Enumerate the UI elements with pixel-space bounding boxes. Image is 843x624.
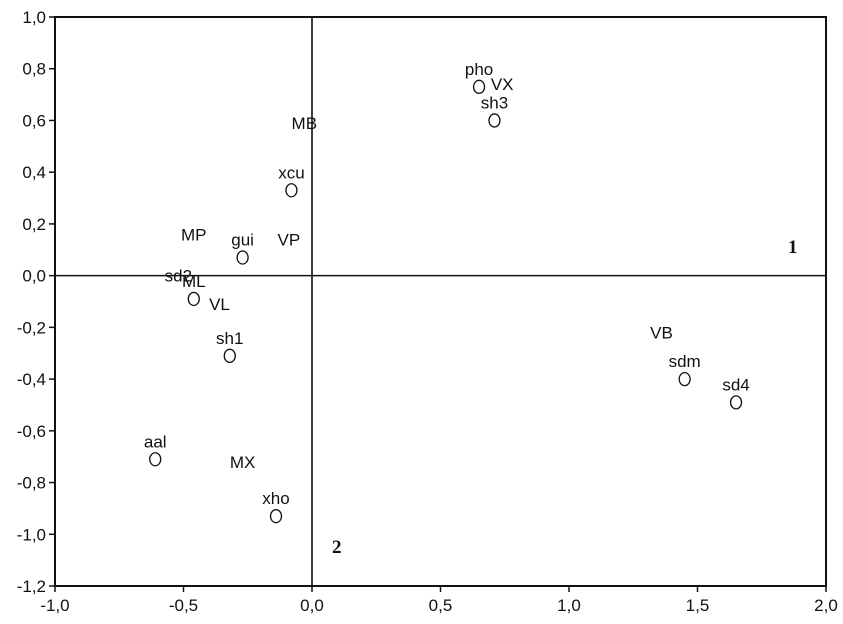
data-point-sdm xyxy=(678,371,691,387)
data-point-sh3 xyxy=(488,113,501,128)
point-label-xho: xho xyxy=(262,489,289,508)
data-point-sd4 xyxy=(729,395,743,410)
x-tick-label: 0,5 xyxy=(429,596,453,615)
plot-frame xyxy=(54,16,827,587)
data-points xyxy=(149,79,743,524)
point-label-sd4: sd4 xyxy=(722,375,749,394)
x-tick-label: 1,5 xyxy=(686,596,710,615)
point-label-sh1: sh1 xyxy=(216,329,243,348)
y-tick-label: -0,6 xyxy=(17,422,46,441)
data-point-xcu xyxy=(285,183,298,198)
point-labels: pho sh3 xcu gui ML sh1 aal xho sdm sd4 VX MB MP VP sd2… xyxy=(144,60,750,508)
y-tick-label: -0,4 xyxy=(17,370,46,389)
point-label-pho: pho xyxy=(465,60,493,79)
x-tick-label: 1,0 xyxy=(557,596,581,615)
y-tick-label: -1,2 xyxy=(17,577,46,596)
text-label-MX: MX xyxy=(230,453,256,472)
y-tick-label: -1,0 xyxy=(17,525,46,544)
text-label-MB: MB xyxy=(292,114,318,133)
x-tick-label: -0,5 xyxy=(169,596,198,615)
text-label-VP: VP xyxy=(278,230,301,249)
axis-number-horizontal: 1 xyxy=(788,237,798,258)
data-point-pho xyxy=(472,79,486,94)
text-label-MP: MP xyxy=(181,225,207,244)
text-label-VX: VX xyxy=(491,75,514,94)
data-point-sh1 xyxy=(223,348,236,363)
y-tick-label: 1,0 xyxy=(22,8,46,27)
data-point-gui xyxy=(236,250,249,265)
point-label-xcu: xcu xyxy=(278,163,304,182)
data-point-aal xyxy=(149,452,162,467)
y-tick-label: 0,0 xyxy=(22,267,46,286)
point-label-sh3: sh3 xyxy=(481,93,508,112)
x-tick-label: 0,0 xyxy=(300,596,324,615)
y-tick-label: 0,2 xyxy=(22,215,46,234)
tick-marks xyxy=(49,16,827,592)
text-label-VB: VB xyxy=(650,324,673,343)
x-tick-label: -1,0 xyxy=(40,596,69,615)
reference-lines xyxy=(55,17,826,586)
point-label-sdm: sdm xyxy=(669,352,701,371)
data-point-ML xyxy=(187,291,200,307)
axis-number-vertical: 2 xyxy=(332,537,342,558)
point-label-ML: ML xyxy=(182,272,206,291)
point-label-aal: aal xyxy=(144,432,167,451)
y-tick-label: -0,2 xyxy=(17,318,46,337)
text-label-sd2: sd2 xyxy=(165,267,192,286)
tick-labels: -1,0 -0,5 0,0 0,5 1,0 1,5 2,0 1,0 0,8 0,6 0,4 0,2 0,… xyxy=(17,8,838,615)
point-label-gui: gui xyxy=(231,231,254,250)
text-label-VL: VL xyxy=(209,295,230,314)
y-tick-label: 0,4 xyxy=(22,163,46,182)
y-tick-label: -0,8 xyxy=(17,474,46,493)
x-tick-label: 2,0 xyxy=(814,596,838,615)
data-point-xho xyxy=(269,509,283,524)
y-tick-label: 0,8 xyxy=(22,60,46,79)
y-tick-label: 0,6 xyxy=(22,111,46,130)
